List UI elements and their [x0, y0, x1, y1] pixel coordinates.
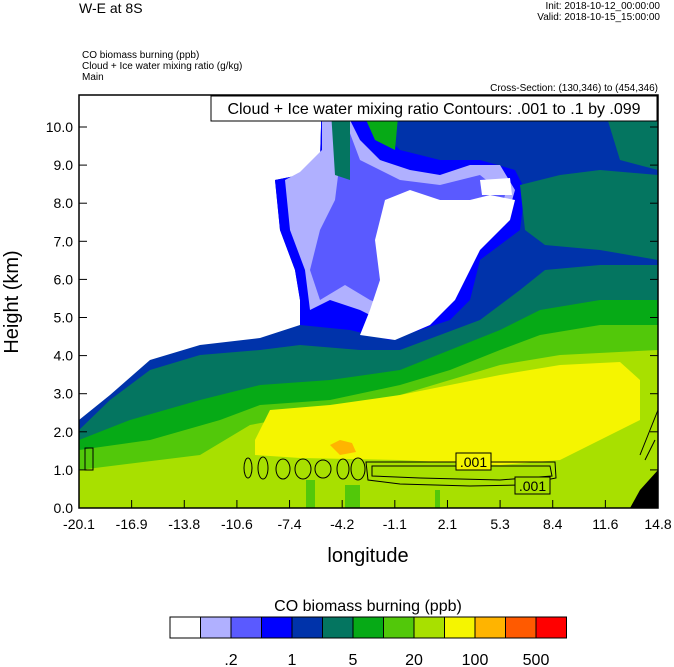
x-tick-label: -7.4	[277, 516, 301, 532]
cross-section-label: Cross-Section: (130,346) to (454,346)	[490, 83, 658, 94]
x-tick-label: 5.3	[490, 516, 510, 532]
field-label-cloud: Cloud + Ice water mixing ratio (g/kg)	[82, 61, 243, 72]
y-tick-label: 3.0	[54, 386, 74, 402]
x-tick-label: 14.8	[644, 516, 671, 532]
y-tick-label: 0.0	[54, 500, 74, 516]
colorbar-title: CO biomass burning (ppb)	[274, 598, 462, 615]
colorbar-swatch	[352, 616, 384, 639]
x-axis-label: longitude	[327, 545, 408, 567]
colorbar-swatch	[322, 616, 354, 639]
field-label-main: Main	[82, 72, 104, 83]
colorbar-swatch	[383, 616, 415, 639]
colorbar-swatch	[535, 616, 567, 639]
y-tick-label: 1.0	[54, 462, 74, 478]
colorbar-label: 5	[349, 652, 358, 667]
colorbar-label: .2	[224, 652, 237, 667]
svg-text:.001: .001	[519, 478, 546, 494]
x-tick-label: 11.6	[592, 516, 618, 532]
colorbar-swatch	[261, 616, 293, 639]
y-tick-label: 9.0	[54, 157, 74, 173]
y-tick-label: 2.0	[54, 424, 74, 440]
colorbar-label: 100	[462, 652, 489, 667]
colorbar-label: 1	[288, 652, 297, 667]
colorbar-swatch	[474, 616, 506, 639]
y-tick-label: 5.0	[54, 310, 74, 326]
x-tick-label: -20.1	[63, 516, 95, 532]
colorbar-swatch	[169, 616, 201, 639]
x-tick-label: -16.9	[116, 516, 148, 532]
x-tick-label: -1.1	[383, 516, 407, 532]
colorbar-swatch	[291, 616, 323, 639]
colorbar-swatch	[444, 616, 476, 639]
y-tick-label: 4.0	[54, 348, 74, 364]
x-tick-label: -4.2	[330, 516, 354, 532]
colorbar-label: 500	[523, 652, 550, 667]
cloud-contours	[84, 409, 659, 487]
valid-time: Valid: 2018-10-15_15:00:00	[537, 12, 660, 23]
contour-info-box: Cloud + Ice water mixing ratio Contours:…	[210, 95, 658, 122]
colorbar-swatch	[413, 616, 445, 639]
x-tick-label: -10.6	[221, 516, 253, 532]
x-tick-label: 8.4	[543, 516, 563, 532]
colorbar-label: 20	[405, 652, 423, 667]
plot-frame	[78, 94, 659, 509]
y-tick-label: 7.0	[54, 233, 74, 249]
colorbar-swatch	[505, 616, 537, 639]
co-field	[79, 95, 658, 508]
y-tick-label: 10.0	[46, 119, 73, 135]
contour-label-2: .001	[514, 476, 551, 495]
x-tick-label: 2.1	[438, 516, 458, 532]
y-tick-label: 6.0	[54, 271, 74, 287]
svg-text:.001: .001	[460, 454, 487, 470]
colorbar-swatch	[200, 616, 232, 639]
x-tick-label: -13.8	[168, 516, 200, 532]
contour-label-1: .001	[455, 452, 492, 471]
y-tick-label: 8.0	[54, 195, 74, 211]
colorbar-swatch	[230, 616, 262, 639]
field-label-co: CO biomass burning (ppb)	[82, 50, 200, 61]
svg-text:Cloud + Ice water mixing ratio: Cloud + Ice water mixing ratio Contours:…	[227, 101, 640, 118]
y-axis-label: Height (km)	[1, 250, 23, 353]
plot-title: W-E at 8S	[79, 0, 143, 16]
init-time: Init: 2018-10-12_00:00:00	[545, 1, 660, 12]
